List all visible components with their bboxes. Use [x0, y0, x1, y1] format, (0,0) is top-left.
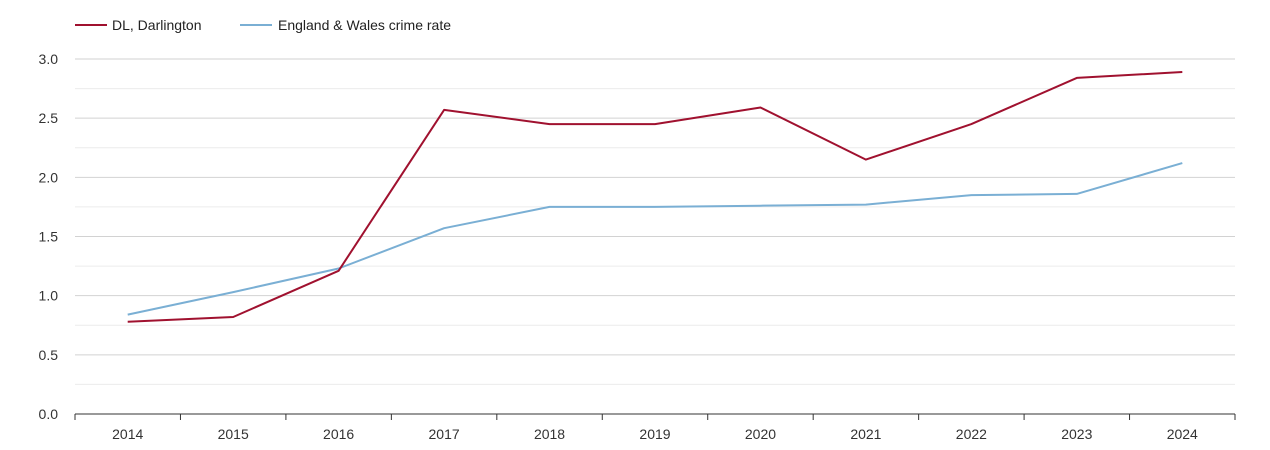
x-tick-label: 2021: [850, 426, 881, 442]
gridlines: [75, 58, 1235, 385]
data-point[interactable]: [1179, 160, 1185, 166]
x-tick-label: 2016: [323, 426, 354, 442]
legend: DL, Darlington England & Wales crime rat…: [75, 17, 451, 33]
x-tick-label: 2018: [534, 426, 565, 442]
x-tick-label: 2020: [745, 426, 776, 442]
x-tick-label: 2024: [1167, 426, 1198, 442]
data-point[interactable]: [968, 121, 974, 127]
data-point[interactable]: [230, 289, 236, 295]
data-point[interactable]: [863, 202, 869, 208]
data-point[interactable]: [441, 107, 447, 113]
data-point[interactable]: [230, 314, 236, 320]
data-point[interactable]: [441, 225, 447, 231]
data-point[interactable]: [547, 121, 553, 127]
y-tick-label: 1.5: [39, 229, 59, 245]
data-point[interactable]: [547, 204, 553, 210]
y-tick-label: 0.5: [39, 347, 59, 363]
series-lines: [125, 69, 1185, 325]
series-line-darlington[interactable]: [127, 71, 1183, 323]
data-point[interactable]: [863, 157, 869, 163]
x-tick-label: 2023: [1061, 426, 1092, 442]
y-tick-label: 0.0: [39, 406, 59, 422]
series-line-england-wales[interactable]: [127, 162, 1183, 316]
x-tick-label: 2014: [112, 426, 143, 442]
x-axis: 2014 2015 2016 2017 2018 2019 2020 2021 2022 2023…: [74, 413, 1236, 442]
data-point[interactable]: [1179, 69, 1185, 75]
x-tick-label: 2022: [956, 426, 987, 442]
legend-label-england-wales: England & Wales crime rate: [278, 17, 451, 33]
legend-item-darlington[interactable]: DL, Darlington: [75, 17, 202, 33]
y-tick-label: 2.5: [39, 110, 59, 126]
x-tick-label: 2015: [218, 426, 249, 442]
data-point[interactable]: [968, 192, 974, 198]
data-point[interactable]: [757, 203, 763, 209]
y-axis: 0.0 0.5 1.0 1.5 2.0 2.5 3.0: [39, 51, 59, 422]
data-point[interactable]: [652, 204, 658, 210]
x-tick-label: 2017: [429, 426, 460, 442]
data-point[interactable]: [652, 121, 658, 127]
y-tick-label: 2.0: [39, 169, 59, 185]
y-tick-label: 1.0: [39, 288, 59, 304]
legend-label-darlington: DL, Darlington: [112, 17, 202, 33]
data-point[interactable]: [1074, 191, 1080, 197]
data-point[interactable]: [125, 319, 131, 325]
data-point[interactable]: [336, 268, 342, 274]
legend-item-england-wales[interactable]: England & Wales crime rate: [240, 17, 451, 33]
data-point[interactable]: [125, 312, 131, 318]
y-tick-label: 3.0: [39, 51, 59, 67]
data-point[interactable]: [757, 105, 763, 111]
data-point[interactable]: [1074, 75, 1080, 81]
x-tick-label: 2019: [639, 426, 670, 442]
